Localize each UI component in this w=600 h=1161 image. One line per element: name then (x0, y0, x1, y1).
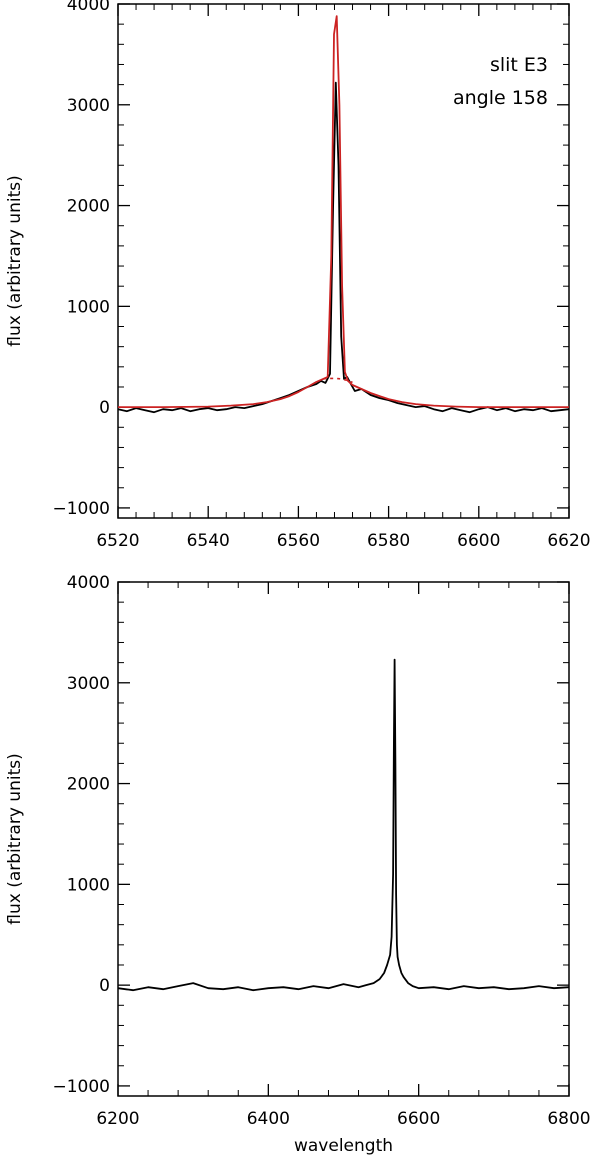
y-tick-label: 2000 (67, 197, 110, 217)
x-tick-label: 6560 (277, 531, 320, 551)
y-tick-label: 4000 (67, 0, 110, 15)
y-tick-label: 0 (99, 398, 110, 418)
top-y-tick-labels: −1000 0 1000 2000 3000 4000 (52, 0, 110, 519)
y-tick-label: −1000 (52, 1077, 110, 1097)
y-tick-label: 1000 (67, 875, 110, 895)
x-tick-label: 6520 (96, 531, 139, 551)
x-tick-label: 6540 (187, 531, 230, 551)
y-tick-label: −1000 (52, 499, 110, 519)
x-tick-label: 6800 (547, 1109, 590, 1129)
top-axis-ticks (117, 3, 570, 518)
y-tick-label: 1000 (67, 297, 110, 317)
top-plot-frame (117, 3, 570, 519)
annotation-angle: angle 158 (453, 87, 548, 109)
top-series-group (118, 15, 569, 414)
bottom-chart-panel: 6200 6400 6600 6800 −100001000200030004000 … (5, 573, 591, 1156)
x-tick-label: 6200 (96, 1109, 139, 1129)
x-tick-label: 6600 (397, 1109, 440, 1129)
x-tick-label: 6600 (457, 531, 500, 551)
y-tick-label: 3000 (67, 96, 110, 116)
x-tick-label: 6620 (547, 531, 590, 551)
annotation-slit: slit E3 (490, 54, 548, 76)
bottom-series-group (118, 658, 569, 992)
bottom-axis-ticks (117, 581, 570, 1096)
bottom-plot-frame (117, 581, 570, 1097)
x-tick-label: 6580 (367, 531, 410, 551)
bottom-x-tick-labels: 6200 6400 6600 6800 (96, 1109, 590, 1129)
y-tick-label: 4000 (67, 573, 110, 593)
top-x-tick-labels: 6520 6540 6560 6580 6600 6620 (96, 531, 590, 551)
top-y-axis-title: flux (arbitrary units) (5, 175, 25, 346)
series-line-1 (118, 15, 569, 409)
series-line-0 (118, 658, 569, 992)
bottom-x-axis-title: wavelength (294, 1136, 393, 1156)
bottom-y-tick-labels: −1000 0 1000 2000 3000 4000 (52, 573, 110, 1097)
top-chart-panel: 6520 6540 6560 6580 6600 6620 −1000 0 1000 2000 3… (5, 0, 591, 551)
y-tick-label: 0 (99, 976, 110, 996)
bottom-y-axis-title: flux (arbitrary units) (5, 753, 25, 924)
y-tick-label: 3000 (67, 674, 110, 694)
y-tick-label: 2000 (67, 775, 110, 795)
x-tick-label: 6400 (247, 1109, 290, 1129)
series-line-0 (118, 81, 569, 414)
